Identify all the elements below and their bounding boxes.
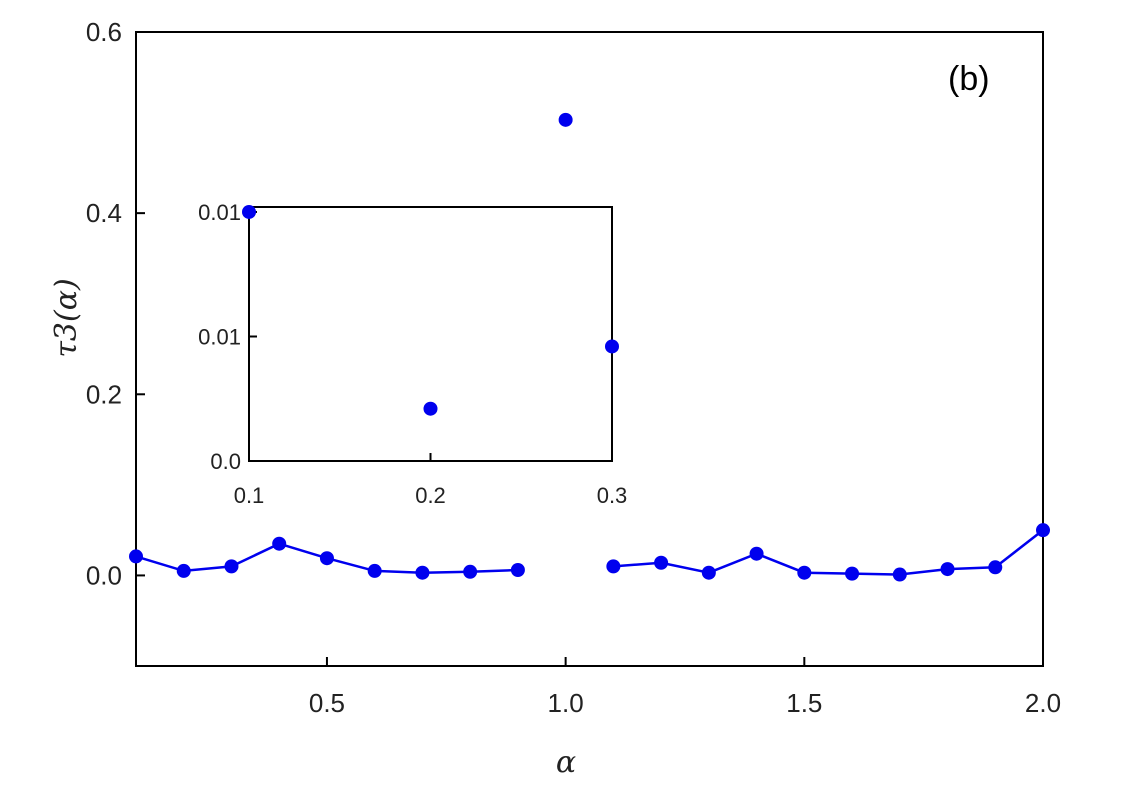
y-tick-label: 0.0 (86, 560, 122, 590)
data-point (319, 551, 334, 566)
y-tick-label: 0.2 (86, 379, 122, 409)
data-point (892, 567, 907, 582)
data-point (272, 536, 287, 551)
y-tick-label: 0.6 (86, 17, 122, 47)
data-point (605, 339, 619, 354)
x-tick-label: 2.0 (1025, 688, 1061, 718)
x-axis-label: α (556, 745, 576, 780)
data-point (423, 401, 438, 416)
data-point (701, 565, 716, 580)
data-point (367, 563, 382, 578)
data-point (845, 566, 860, 581)
y-tick-label: 0.4 (86, 198, 122, 228)
inset-series (242, 204, 619, 416)
data-point (988, 560, 1003, 575)
data-point (463, 564, 478, 579)
x-tick-label: 0.5 (309, 688, 345, 718)
y-tick-label: 0.0 (210, 449, 241, 474)
data-point (176, 563, 191, 578)
main-ticks: 0.5 1.0 1.5 2.0 0.0 0.2 0.4 0.6 (86, 17, 1061, 718)
data-point (654, 555, 669, 570)
data-point (510, 562, 525, 577)
data-point (749, 546, 764, 561)
data-point (129, 549, 143, 564)
main-series (129, 112, 1050, 582)
x-tick-label: 1.0 (548, 688, 584, 718)
inset-ticks: 0.1 0.2 0.3 0.0 0.01 0.01 (198, 200, 627, 508)
x-tick-label: 1.5 (786, 688, 822, 718)
data-point (242, 204, 256, 219)
y-tick-label: 0.01 (198, 324, 241, 349)
data-point (224, 559, 239, 574)
data-point (797, 565, 812, 580)
x-tick-label: 0.3 (597, 483, 628, 508)
y-tick-label: 0.01 (198, 200, 241, 225)
x-tick-label: 0.2 (415, 483, 446, 508)
inset-plot-frame (248, 206, 613, 462)
x-tick-label: 0.1 (234, 483, 265, 508)
main-plot-frame (135, 31, 1044, 667)
data-point (606, 559, 621, 574)
data-point (415, 565, 430, 580)
series-line (613, 529, 1044, 576)
data-point (940, 562, 955, 577)
y-axis-label: τ3(α) (49, 278, 84, 357)
panel-label: (b) (948, 60, 990, 98)
data-point (1036, 523, 1050, 538)
data-point (558, 112, 573, 127)
